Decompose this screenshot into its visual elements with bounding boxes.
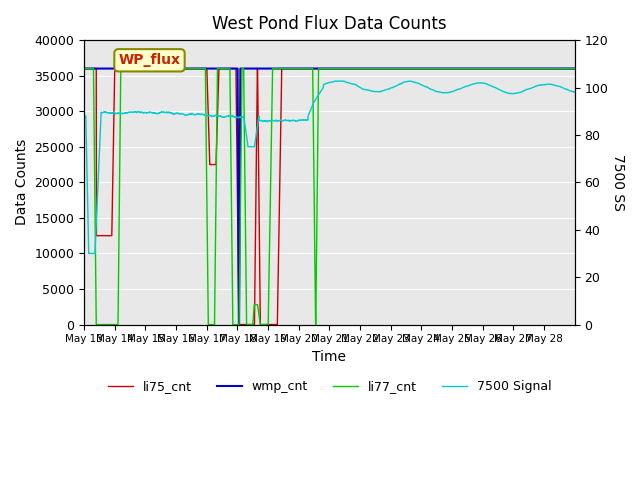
li77_cnt xyxy=(509,66,516,72)
Line: 7500 Signal: 7500 Signal xyxy=(84,81,575,253)
li75_cnt xyxy=(235,322,243,327)
7500 Signal xyxy=(80,113,88,119)
Y-axis label: 7500 SS: 7500 SS xyxy=(611,154,625,211)
Y-axis label: Data Counts: Data Counts xyxy=(15,139,29,226)
wmp_cnt xyxy=(290,66,298,72)
wmp_cnt xyxy=(561,66,569,72)
7500 Signal xyxy=(337,78,345,84)
li77_cnt xyxy=(166,66,173,72)
7500 Signal xyxy=(85,251,93,256)
7500 Signal xyxy=(290,118,298,123)
wmp_cnt xyxy=(571,66,579,72)
li75_cnt xyxy=(80,66,88,72)
li75_cnt xyxy=(571,66,579,72)
li75_cnt xyxy=(165,66,173,72)
7500 Signal xyxy=(136,109,144,115)
wmp_cnt xyxy=(136,66,144,72)
li77_cnt xyxy=(269,75,276,81)
wmp_cnt xyxy=(165,66,173,72)
Line: li77_cnt: li77_cnt xyxy=(84,69,575,324)
Text: WP_flux: WP_flux xyxy=(118,53,180,67)
li77_cnt xyxy=(561,66,569,72)
X-axis label: Time: Time xyxy=(312,350,346,364)
7500 Signal xyxy=(561,86,569,92)
li77_cnt xyxy=(92,322,100,327)
li77_cnt xyxy=(571,66,579,72)
li75_cnt xyxy=(290,66,298,72)
Title: West Pond Flux Data Counts: West Pond Flux Data Counts xyxy=(212,15,447,33)
li75_cnt xyxy=(561,66,569,72)
li75_cnt xyxy=(136,66,144,72)
wmp_cnt xyxy=(80,66,88,72)
li77_cnt xyxy=(136,66,144,72)
li75_cnt xyxy=(269,322,276,327)
7500 Signal xyxy=(509,91,516,96)
Line: li75_cnt: li75_cnt xyxy=(84,69,575,324)
wmp_cnt xyxy=(235,322,243,327)
li75_cnt xyxy=(509,66,516,72)
7500 Signal xyxy=(166,109,173,115)
wmp_cnt xyxy=(269,66,276,72)
li77_cnt xyxy=(80,66,88,72)
Legend: li75_cnt, wmp_cnt, li77_cnt, 7500 Signal: li75_cnt, wmp_cnt, li77_cnt, 7500 Signal xyxy=(102,375,556,398)
7500 Signal xyxy=(571,89,579,95)
li77_cnt xyxy=(290,66,298,72)
7500 Signal xyxy=(269,118,276,123)
wmp_cnt xyxy=(509,66,516,72)
Line: wmp_cnt: wmp_cnt xyxy=(84,69,575,324)
